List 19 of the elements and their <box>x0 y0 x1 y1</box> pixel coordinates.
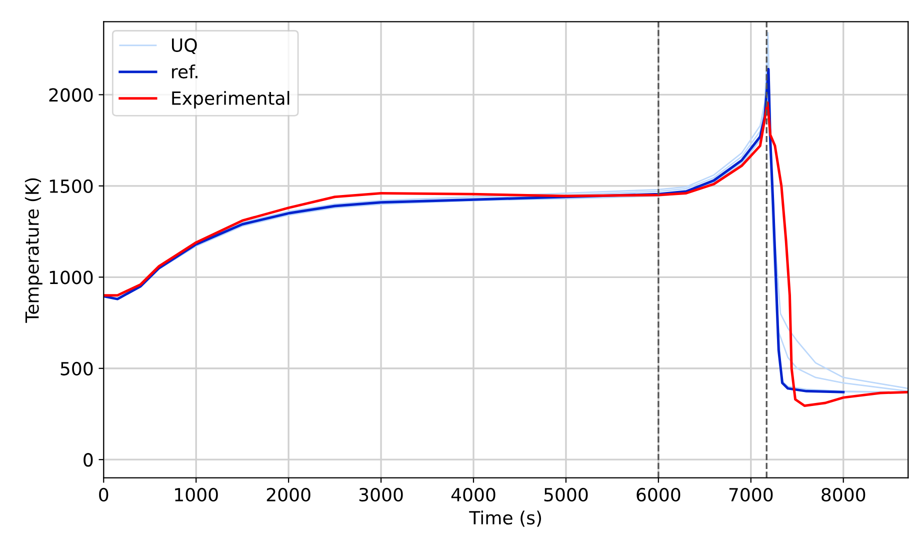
y-axis-title: Temperature (K) <box>24 178 42 323</box>
x-tick-label: 4000 <box>451 488 496 502</box>
x-tick-label: 2000 <box>266 488 310 502</box>
x-tick-label: 8000 <box>822 488 866 502</box>
y-tick-label: 2000 <box>49 88 93 102</box>
x-axis-title: Time (s) <box>469 510 542 527</box>
x-tick-label: 7000 <box>729 488 773 502</box>
x-tick-label: 0 <box>99 488 108 502</box>
legend-label: ref. <box>172 64 198 78</box>
x-tick-label: 1000 <box>175 488 218 502</box>
legend-label: Experimental <box>172 90 290 108</box>
y-tick-label: 1500 <box>50 179 93 194</box>
y-tick-label: 500 <box>60 362 93 376</box>
y-tick-label: 1000 <box>50 270 93 284</box>
x-tick-label: 5000 <box>544 488 588 502</box>
legend-label: UQ <box>172 38 197 54</box>
y-tick-label: 0 <box>84 453 93 467</box>
x-tick-label: 3000 <box>359 488 403 502</box>
x-tick-label: 6000 <box>636 488 680 502</box>
